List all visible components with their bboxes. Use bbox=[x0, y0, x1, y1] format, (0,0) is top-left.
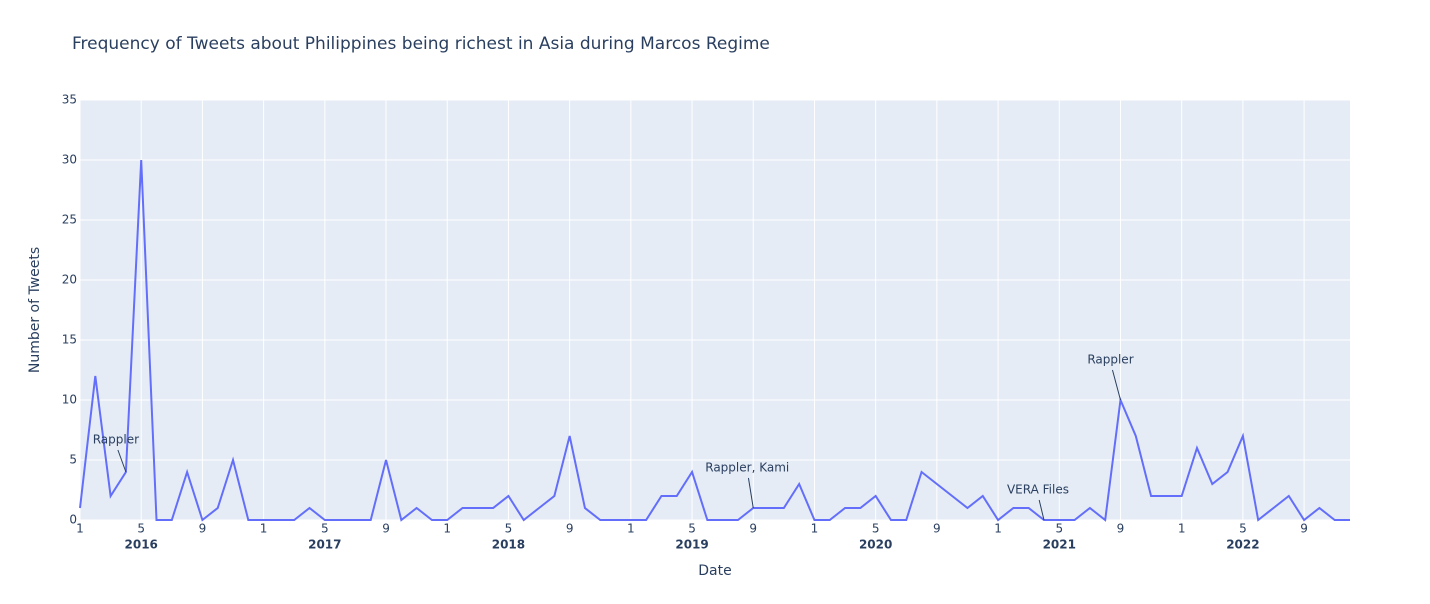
y-tick-label: 30 bbox=[62, 153, 77, 167]
annotation-arrow bbox=[747, 477, 754, 509]
x-tick-label: 9 bbox=[933, 522, 941, 536]
x-year-label: 2016 bbox=[125, 538, 158, 552]
x-tick-label: 1 bbox=[443, 522, 451, 536]
x-tick-label: 9 bbox=[566, 522, 574, 536]
x-tick-label: 5 bbox=[688, 522, 696, 536]
line bbox=[79, 159, 1350, 522]
annotation-arrow bbox=[1038, 499, 1045, 521]
y-tick-label: 0 bbox=[69, 513, 77, 527]
chart-title: Frequency of Tweets about Philippines be… bbox=[72, 34, 770, 54]
annotation-arrow bbox=[1111, 369, 1121, 401]
y-tick-label: 10 bbox=[62, 393, 77, 407]
x-axis-title: Date bbox=[698, 563, 731, 579]
x-tick-label: 9 bbox=[382, 522, 390, 536]
y-tick-label: 25 bbox=[62, 213, 77, 227]
annotation: Rappler bbox=[1087, 353, 1133, 367]
x-tick-label: 9 bbox=[1300, 522, 1308, 536]
x-year-label: 2022 bbox=[1226, 538, 1259, 552]
y-axis-title: Number of Tweets bbox=[27, 247, 43, 373]
y-tick-label: 15 bbox=[62, 333, 77, 347]
annotation-arrow bbox=[117, 449, 127, 473]
x-year-label: 2017 bbox=[308, 538, 341, 552]
x-tick-label: 5 bbox=[1055, 522, 1063, 536]
x-tick-label: 1 bbox=[627, 522, 635, 536]
x-tick-label: 1 bbox=[260, 522, 268, 536]
x-tick-label: 1 bbox=[76, 522, 84, 536]
y-tick-label: 35 bbox=[62, 93, 77, 107]
x-tick-label: 1 bbox=[811, 522, 819, 536]
x-tick-label: 5 bbox=[137, 522, 145, 536]
x-year-label: 2019 bbox=[675, 538, 708, 552]
x-year-label: 2020 bbox=[859, 538, 892, 552]
annotation: Rappler, Kami bbox=[705, 461, 789, 475]
x-year-label: 2021 bbox=[1043, 538, 1076, 552]
y-tick-label: 20 bbox=[62, 273, 77, 287]
x-tick-label: 5 bbox=[321, 522, 329, 536]
x-tick-label: 1 bbox=[1178, 522, 1186, 536]
annotation: Rappler bbox=[93, 433, 139, 447]
x-tick-label: 5 bbox=[505, 522, 513, 536]
x-tick-label: 5 bbox=[1239, 522, 1247, 536]
annotation: VERA Files bbox=[1007, 483, 1069, 497]
plot-area bbox=[80, 100, 1350, 520]
x-tick-label: 9 bbox=[1117, 522, 1125, 536]
x-tick-label: 9 bbox=[749, 522, 757, 536]
x-tick-label: 5 bbox=[872, 522, 880, 536]
x-year-label: 2018 bbox=[492, 538, 525, 552]
y-tick-label: 5 bbox=[69, 453, 77, 467]
x-tick-label: 1 bbox=[994, 522, 1002, 536]
x-tick-label: 9 bbox=[199, 522, 207, 536]
